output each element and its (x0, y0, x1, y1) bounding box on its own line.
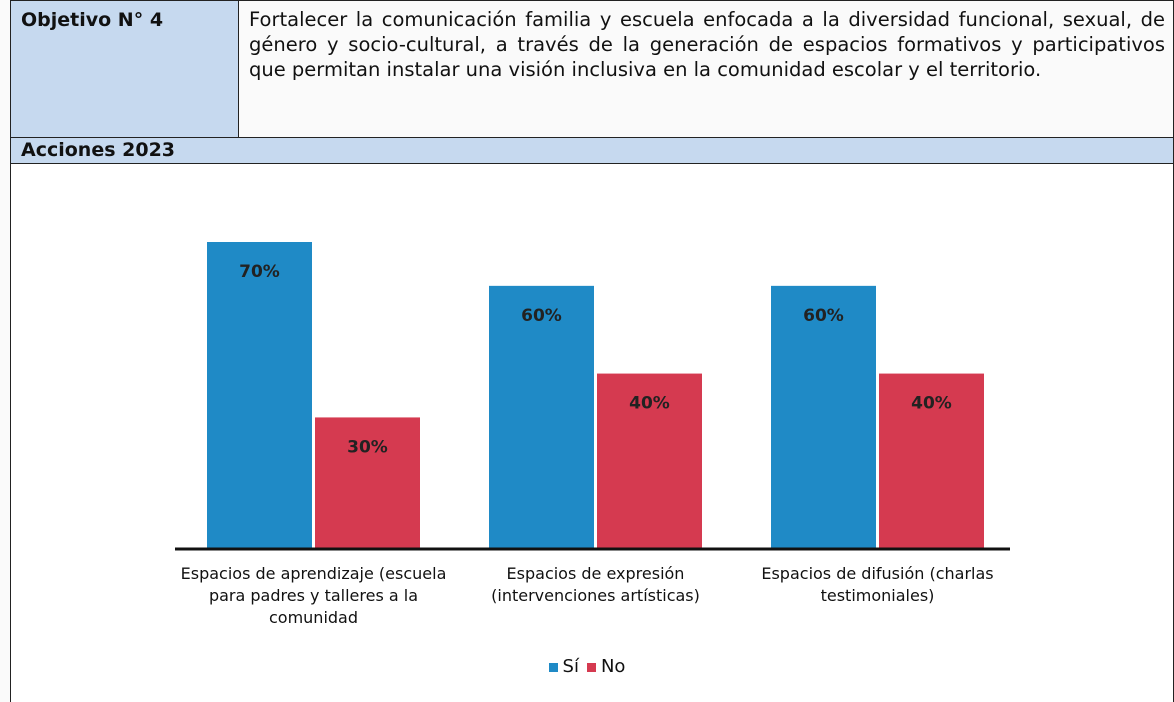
section-label: Acciones 2023 (10, 137, 1174, 164)
bar (597, 373, 702, 549)
objective-label: Objetivo N° 4 (10, 0, 239, 138)
legend-label: Sí (562, 656, 579, 677)
value-label: 60% (803, 306, 844, 326)
legend-item: No (586, 656, 626, 677)
legend-label: No (600, 656, 626, 677)
value-label: 60% (521, 306, 562, 326)
legend: Sí No (0, 656, 1174, 677)
category-label: Espacios de expresión (intervenciones ar… (491, 564, 700, 605)
legend-swatch (586, 663, 596, 672)
value-label: 70% (239, 262, 280, 282)
value-label: 40% (629, 394, 670, 414)
bar (771, 285, 876, 549)
bar (207, 242, 312, 549)
bar (879, 373, 984, 549)
legend-swatch (548, 663, 558, 672)
bar (315, 417, 420, 549)
value-label: 40% (911, 394, 952, 414)
objective-text: Fortalecer la comunicación familia y esc… (238, 0, 1174, 138)
category-label: Espacios de difusión (charlas testimonia… (761, 564, 994, 605)
value-label: 30% (347, 437, 388, 457)
bar (489, 285, 594, 549)
category-label: Espacios de aprendizaje (escuela para pa… (180, 564, 447, 627)
legend-item: Sí (548, 656, 579, 677)
